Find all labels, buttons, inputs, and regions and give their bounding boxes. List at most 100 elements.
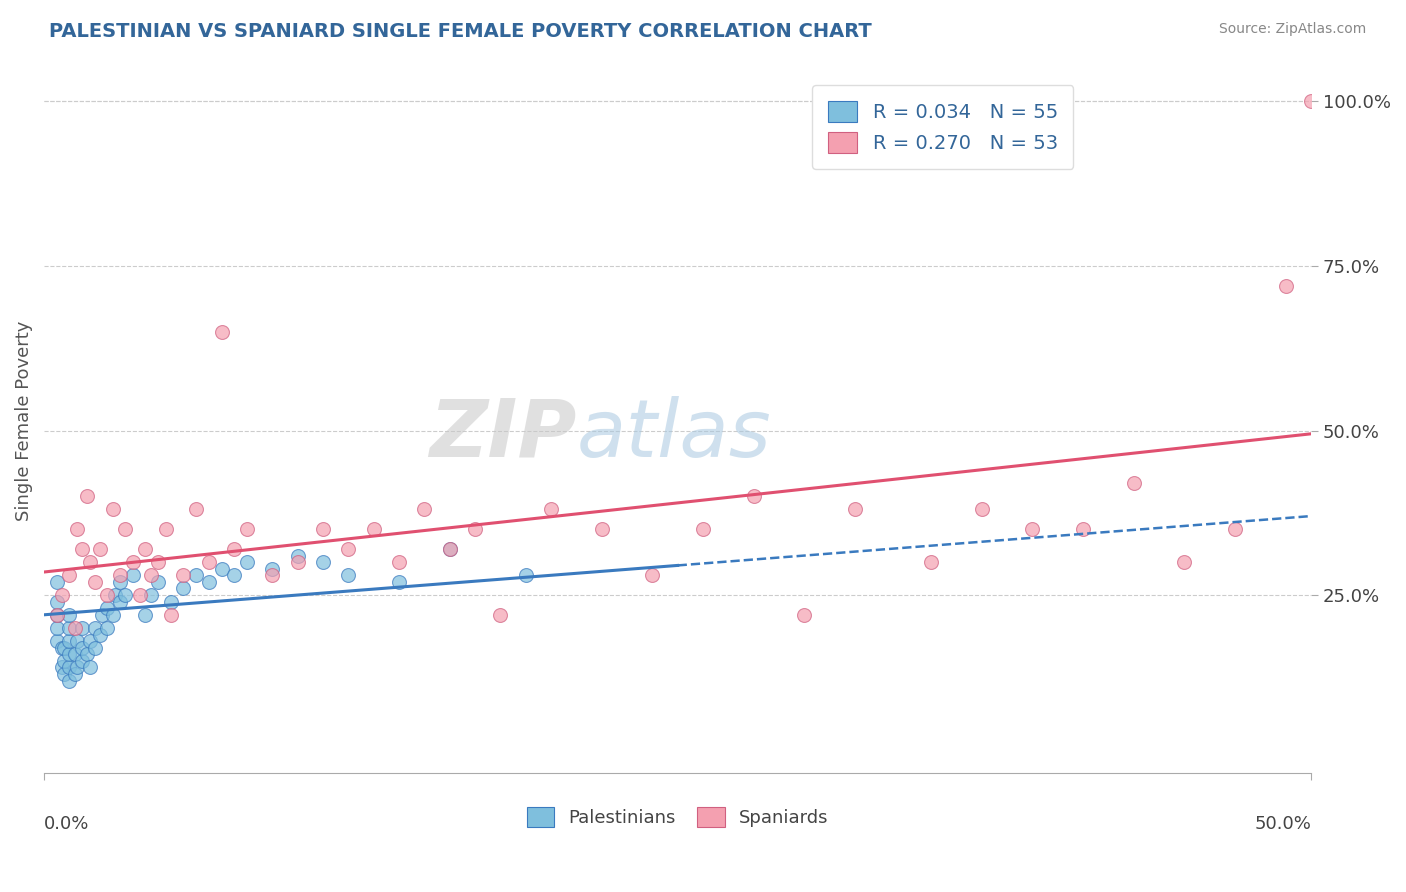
Point	[134, 607, 156, 622]
Point	[742, 489, 765, 503]
Point	[104, 588, 127, 602]
Point	[45, 634, 67, 648]
Point	[53, 654, 76, 668]
Point	[236, 555, 259, 569]
Point	[58, 607, 80, 622]
Point	[413, 502, 436, 516]
Point	[287, 555, 309, 569]
Point	[1122, 476, 1144, 491]
Point	[920, 555, 942, 569]
Point	[83, 640, 105, 655]
Point	[211, 325, 233, 339]
Point	[79, 660, 101, 674]
Point	[58, 621, 80, 635]
Point	[224, 541, 246, 556]
Point	[155, 522, 177, 536]
Point	[53, 667, 76, 681]
Point	[51, 588, 73, 602]
Point	[121, 568, 143, 582]
Point	[198, 555, 221, 569]
Point	[70, 654, 93, 668]
Point	[173, 582, 195, 596]
Point	[262, 562, 284, 576]
Point	[83, 621, 105, 635]
Point	[108, 594, 131, 608]
Point	[439, 541, 461, 556]
Point	[101, 502, 124, 516]
Point	[312, 555, 335, 569]
Point	[76, 647, 98, 661]
Point	[66, 634, 89, 648]
Text: PALESTINIAN VS SPANIARD SINGLE FEMALE POVERTY CORRELATION CHART: PALESTINIAN VS SPANIARD SINGLE FEMALE PO…	[49, 22, 872, 41]
Point	[1223, 522, 1246, 536]
Point	[591, 522, 613, 536]
Point	[139, 568, 162, 582]
Point	[76, 489, 98, 503]
Point	[70, 640, 93, 655]
Point	[641, 568, 664, 582]
Point	[287, 549, 309, 563]
Point	[262, 568, 284, 582]
Point	[66, 660, 89, 674]
Point	[70, 621, 93, 635]
Point	[58, 673, 80, 688]
Point	[146, 555, 169, 569]
Y-axis label: Single Female Poverty: Single Female Poverty	[15, 320, 32, 521]
Point	[134, 541, 156, 556]
Point	[540, 502, 562, 516]
Point	[70, 541, 93, 556]
Point	[1173, 555, 1195, 569]
Point	[45, 621, 67, 635]
Point	[58, 647, 80, 661]
Point	[63, 621, 86, 635]
Point	[439, 541, 461, 556]
Point	[173, 568, 195, 582]
Point	[51, 640, 73, 655]
Point	[114, 522, 136, 536]
Point	[159, 607, 181, 622]
Point	[159, 594, 181, 608]
Point	[63, 667, 86, 681]
Point	[79, 634, 101, 648]
Point	[45, 607, 67, 622]
Point	[186, 568, 208, 582]
Point	[1301, 95, 1323, 109]
Point	[1021, 522, 1043, 536]
Point	[89, 541, 111, 556]
Point	[970, 502, 993, 516]
Point	[63, 647, 86, 661]
Point	[1071, 522, 1094, 536]
Point	[96, 621, 118, 635]
Point	[236, 522, 259, 536]
Point	[58, 634, 80, 648]
Point	[186, 502, 208, 516]
Point	[83, 574, 105, 589]
Point	[146, 574, 169, 589]
Point	[45, 574, 67, 589]
Point	[139, 588, 162, 602]
Point	[337, 541, 360, 556]
Point	[51, 660, 73, 674]
Point	[114, 588, 136, 602]
Point	[58, 660, 80, 674]
Point	[66, 522, 89, 536]
Point	[489, 607, 512, 622]
Text: atlas: atlas	[576, 396, 770, 474]
Point	[96, 588, 118, 602]
Point	[101, 607, 124, 622]
Point	[53, 640, 76, 655]
Point	[464, 522, 486, 536]
Text: Source: ZipAtlas.com: Source: ZipAtlas.com	[1219, 22, 1367, 37]
Point	[58, 568, 80, 582]
Text: 0.0%: 0.0%	[44, 815, 90, 833]
Text: ZIP: ZIP	[429, 396, 576, 474]
Point	[129, 588, 152, 602]
Point	[91, 607, 114, 622]
Point	[45, 594, 67, 608]
Point	[121, 555, 143, 569]
Point	[337, 568, 360, 582]
Point	[388, 574, 411, 589]
Point	[363, 522, 385, 536]
Point	[793, 607, 815, 622]
Point	[312, 522, 335, 536]
